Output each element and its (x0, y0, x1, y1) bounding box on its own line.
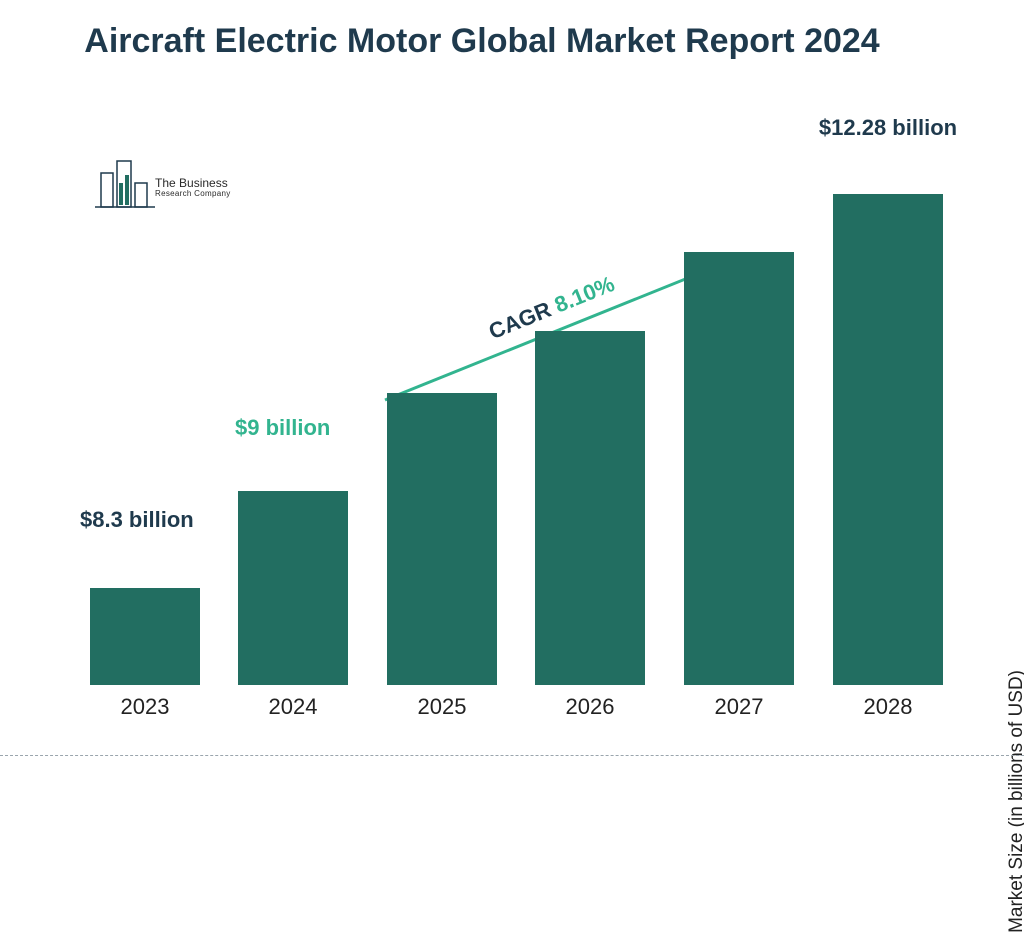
bar-2025 (387, 393, 497, 685)
yaxis-label: Market Size (in billions of USD) (1006, 670, 1024, 933)
xaxis-label: 2026 (535, 694, 645, 720)
bar-2028 (833, 194, 943, 685)
xaxis-label: 2023 (90, 694, 200, 720)
xaxis-label: 2024 (238, 694, 348, 720)
xaxis-label: 2025 (387, 694, 497, 720)
bar-2026 (535, 331, 645, 685)
bottom-divider (0, 755, 1024, 756)
value-label-2024: $9 billion (235, 415, 365, 441)
value-label-2028: $12.28 billion (788, 115, 988, 141)
chart-title: Aircraft Electric Motor Global Market Re… (0, 20, 964, 63)
xaxis-label: 2028 (833, 694, 943, 720)
xaxis-label: 2027 (684, 694, 794, 720)
value-label-2023: $8.3 billion (80, 507, 200, 533)
bar-2027 (684, 252, 794, 685)
bar-2024 (238, 491, 348, 685)
bar-chart: $12.28 billion CAGR 8.10% $8.3 billion $… (80, 155, 950, 685)
chart-container: Aircraft Electric Motor Global Market Re… (0, 0, 1024, 768)
bar-2023 (90, 588, 200, 685)
